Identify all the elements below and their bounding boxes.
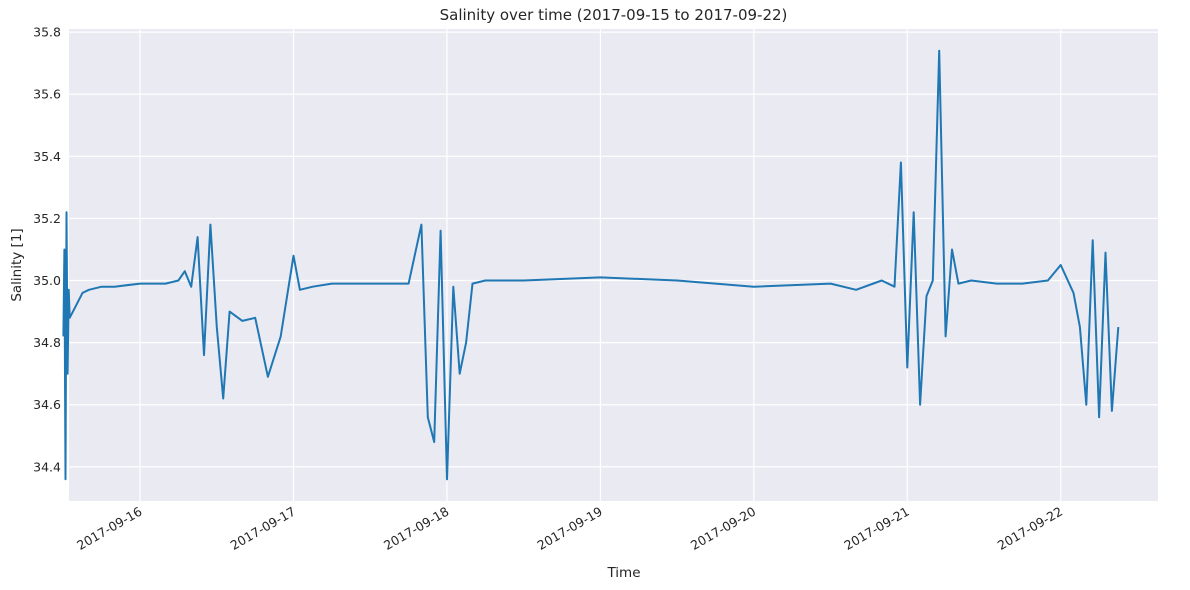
x-tick-label: 2017-09-19 (534, 504, 604, 553)
y-tick-label: 35.0 (33, 273, 61, 288)
y-tick-label: 35.8 (33, 25, 61, 40)
x-tick-label: 2017-09-21 (841, 504, 911, 553)
x-tick-label: 2017-09-17 (228, 504, 298, 553)
y-axis-label: Salinity [1] (9, 228, 25, 301)
plot-area (69, 29, 1158, 501)
x-tick-label: 2017-09-18 (381, 504, 451, 553)
y-tick-label: 34.8 (33, 335, 61, 350)
x-tick-labels: 2017-09-16 2017-09-17 2017-09-18 2017-09-19… (74, 504, 1065, 553)
x-tick-label: 2017-09-20 (688, 504, 758, 553)
x-tick-label: 2017-09-16 (74, 504, 144, 553)
y-tick-labels: 34.4 34.6 34.8 35.0 35.2 35.4 35.6 35.8 (33, 25, 61, 475)
data-layer (62, 49, 1120, 481)
x-axis-label: Time (606, 565, 640, 581)
chart-title: Salinity over time (2017-09-15 to 2017-0… (439, 6, 788, 24)
y-tick-label: 35.4 (33, 149, 61, 164)
y-tick-label: 34.6 (33, 397, 61, 412)
x-tick-label: 2017-09-22 (995, 504, 1065, 553)
salinity-series-line (62, 49, 1120, 481)
y-tick-label: 35.2 (33, 211, 61, 226)
y-tick-label: 35.6 (33, 87, 61, 102)
y-tick-label: 34.4 (33, 459, 61, 474)
